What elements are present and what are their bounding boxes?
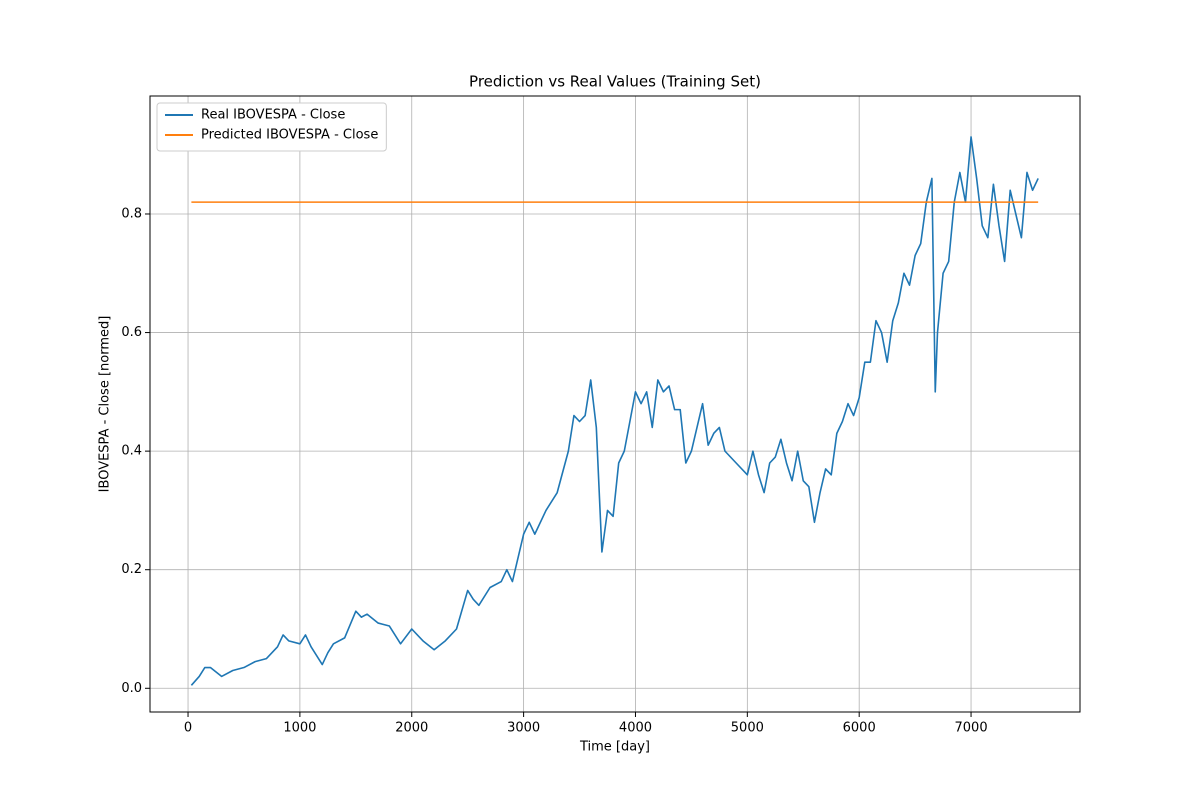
legend-box — [156, 102, 387, 152]
y-tick-label: 0.6 — [121, 325, 142, 340]
legend-label: Real IBOVESPA - Close — [201, 108, 345, 123]
y-tick-label: 0.0 — [121, 681, 142, 696]
y-axis-label: IBOVESPA - Close [normed] — [98, 316, 113, 493]
chart-title: Prediction vs Real Values (Training Set) — [469, 73, 761, 91]
data-line — [190, 136, 1039, 686]
x-tick-label: 6000 — [843, 721, 876, 736]
y-tick-label: 0.2 — [121, 562, 142, 577]
legend: Real IBOVESPA - Close Predicted IBOVESPA … — [156, 102, 387, 152]
x-tick-label: 5000 — [731, 721, 764, 736]
x-tick-label: 0 — [184, 721, 192, 736]
x-tick-label: 7000 — [955, 721, 988, 736]
x-tick-label: 1000 — [283, 721, 316, 736]
x-tick-label: 4000 — [619, 721, 652, 736]
y-tick-label: 0.4 — [121, 444, 142, 459]
plot-frame — [149, 95, 1081, 713]
x-tick-label: 2000 — [395, 721, 428, 736]
x-axis-label: Time [day] — [579, 740, 650, 755]
y-tick-label: 0.8 — [121, 206, 142, 221]
legend-label: Predicted IBOVESPA - Close — [201, 128, 378, 143]
x-tick-label: 3000 — [507, 721, 540, 736]
